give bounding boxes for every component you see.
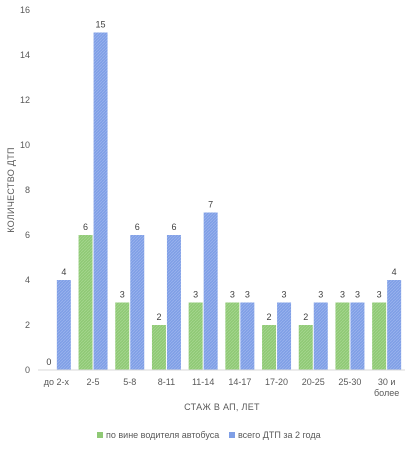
bar-series-1 xyxy=(115,302,130,370)
data-label-series-1: 2 xyxy=(303,312,308,322)
data-label-series-1: 3 xyxy=(230,290,235,300)
data-label-series-1: 2 xyxy=(267,312,272,322)
data-label-series-2: 4 xyxy=(61,267,66,277)
bar-series-1 xyxy=(372,302,387,370)
x-tick-label: 25-30 xyxy=(338,377,361,387)
legend-swatch-series-2 xyxy=(229,432,235,438)
x-tick-label: 8-11 xyxy=(158,377,175,387)
x-tick-label: 5-8 xyxy=(123,377,136,387)
y-tick-label: 12 xyxy=(20,95,30,105)
x-tick-label: 11-14 xyxy=(192,377,214,387)
data-label-series-2: 3 xyxy=(318,290,323,300)
data-label-series-1: 2 xyxy=(156,312,161,322)
bar-series-2 xyxy=(56,280,71,370)
bar-series-2 xyxy=(387,280,402,370)
y-tick-label: 14 xyxy=(20,50,30,60)
legend-label-series-1: по вине водителя автобуса xyxy=(106,430,219,440)
data-label-series-2: 3 xyxy=(282,290,287,300)
x-tick-label: 20-25 xyxy=(302,377,325,387)
bar-series-1 xyxy=(298,325,313,370)
data-label-series-1: 3 xyxy=(120,290,125,300)
y-tick-label: 6 xyxy=(25,230,30,240)
data-label-series-2: 4 xyxy=(392,267,397,277)
legend-label-series-2: всего ДТП за 2 года xyxy=(238,430,321,440)
data-label-series-2: 3 xyxy=(355,290,360,300)
bar-series-2 xyxy=(313,302,328,370)
x-axis-ticks: до 2-х 2-5 5-8 8-11 11-14 14-17 17-20 20-25 25-3… xyxy=(44,377,400,398)
x-tick-label: 30 и более xyxy=(374,377,399,398)
bar-series-1 xyxy=(188,302,203,370)
data-label-series-1: 3 xyxy=(193,290,198,300)
data-label-series-1: 3 xyxy=(340,290,345,300)
bar-series-1 xyxy=(225,302,240,370)
y-axis-title: КОЛИЧЕСТВО ДТП xyxy=(6,147,16,233)
bar-series-1 xyxy=(151,325,166,370)
data-label-series-2: 7 xyxy=(208,200,213,210)
y-tick-label: 4 xyxy=(25,275,30,285)
x-tick-label: 14-17 xyxy=(228,377,251,387)
data-label-series-1: 3 xyxy=(377,290,382,300)
data-label-series-1: 0 xyxy=(46,357,51,367)
bar-series-2 xyxy=(350,302,365,370)
y-axis-ticks: 0 2 4 6 8 10 12 14 16 xyxy=(20,5,30,375)
x-tick-label: 17-20 xyxy=(265,377,288,387)
bar-series-2 xyxy=(203,212,218,370)
y-tick-label: 8 xyxy=(25,185,30,195)
data-label-series-2: 6 xyxy=(171,222,176,232)
y-tick-label: 10 xyxy=(20,140,30,150)
legend-swatch-series-1 xyxy=(97,432,103,438)
y-tick-label: 0 xyxy=(25,365,30,375)
x-tick-label: 2-5 xyxy=(87,377,100,387)
data-label-series-1: 6 xyxy=(83,222,88,232)
y-tick-label: 2 xyxy=(25,320,30,330)
bars xyxy=(56,32,402,370)
bar-series-1 xyxy=(335,302,350,370)
bar-series-2 xyxy=(166,235,181,370)
data-label-series-2: 3 xyxy=(245,290,250,300)
bar-series-2 xyxy=(240,302,255,370)
bar-series-2 xyxy=(277,302,292,370)
bar-series-2 xyxy=(93,32,108,370)
data-label-series-2: 6 xyxy=(135,222,140,232)
x-axis-title: СТАЖ В АП, ЛЕТ xyxy=(184,402,260,412)
bar-series-1 xyxy=(78,235,93,370)
legend: по вине водителя автобуса всего ДТП за 2… xyxy=(97,430,321,440)
bar-series-1 xyxy=(262,325,277,370)
data-label-series-2: 15 xyxy=(96,20,106,30)
bar-series-2 xyxy=(130,235,145,370)
y-tick-label: 16 xyxy=(20,5,30,15)
x-tick-label: до 2-х xyxy=(44,377,70,387)
